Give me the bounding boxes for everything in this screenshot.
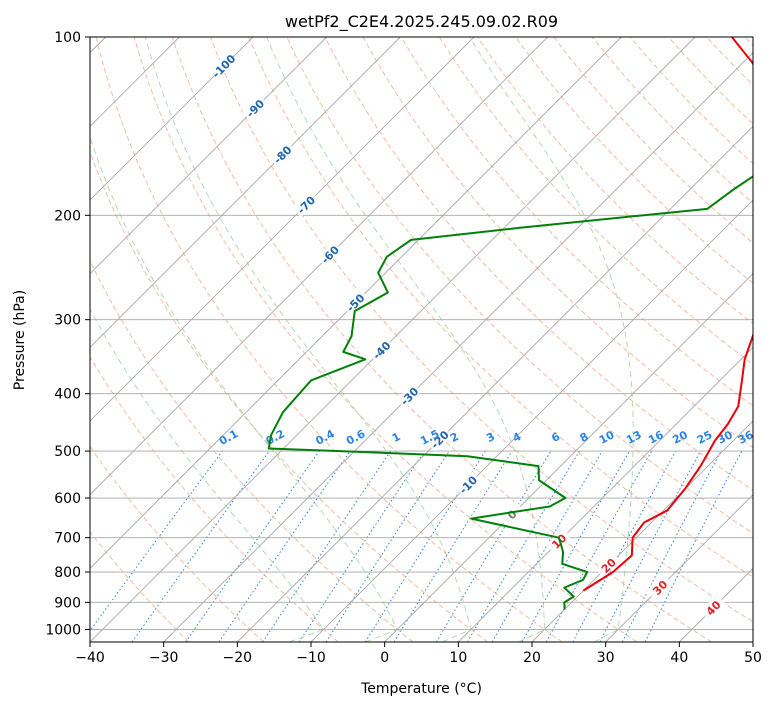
- mixing-ratio-line: [90, 450, 223, 632]
- mixing-ratio-line: [185, 450, 320, 642]
- isotherm-label-background: [342, 289, 368, 315]
- isotherm-line: [90, 37, 401, 348]
- isotherm-label-background: [498, 501, 525, 527]
- moist-adiabat: [266, 37, 546, 642]
- dry-adiabat: [439, 37, 753, 365]
- dry-adiabat: [95, 37, 563, 642]
- mixing-ratio-label: 20: [670, 428, 690, 447]
- isotherm-line: [384, 273, 753, 642]
- x-tick-label: −20: [223, 650, 253, 666]
- isotherm-line: [605, 494, 753, 642]
- moist-adiabat: [90, 135, 398, 642]
- moist-adiabats: [90, 37, 634, 642]
- isotherm-label-background: [595, 552, 621, 578]
- mixing-ratio-label: 25: [695, 428, 715, 447]
- dry-adiabat: [553, 37, 753, 244]
- y-tick-label: 800: [54, 565, 81, 581]
- isotherm-line: [90, 37, 327, 275]
- mixing-ratio-line: [467, 450, 580, 642]
- isotherm-label-background: [454, 471, 481, 497]
- y-tick-label: 500: [54, 444, 81, 460]
- mixing-ratio-line: [521, 450, 630, 642]
- y-tick-label: 900: [54, 595, 81, 611]
- dry-adiabat: [133, 37, 638, 642]
- isotherm-line: [90, 37, 548, 496]
- plot-area: -100-90-80-70-60-50-40-30-20-10010203040…: [90, 37, 756, 642]
- y-tick-label: 200: [54, 208, 81, 224]
- x-tick-label: 40: [670, 650, 688, 666]
- mixing-ratio-line: [491, 450, 603, 642]
- profiles: [267, 37, 753, 610]
- mixing-ratio-label: 36: [736, 428, 756, 447]
- isotherm-line: [90, 37, 696, 642]
- y-axis: 100 200 300 400 500 600 700 800 900 1000: [45, 30, 90, 638]
- isotherm-line: [237, 125, 753, 642]
- dry-adiabat: [248, 37, 753, 578]
- dry-adiabat: [90, 259, 414, 642]
- mixing-ratio-line: [393, 450, 513, 642]
- isotherm-line: [90, 37, 254, 201]
- dry-adiabats: [90, 37, 753, 642]
- isotherm-line: [310, 199, 753, 642]
- x-tick-label: −40: [75, 650, 105, 666]
- moist-adiabat: [144, 37, 472, 642]
- x-axis-label: Temperature (°C): [360, 681, 482, 697]
- chart-title: wetPf2_C2E4.2025.245.09.02.R09: [285, 12, 558, 32]
- isotherm-label-background: [699, 594, 726, 620]
- isotherm-line: [90, 37, 622, 569]
- x-tick-label: 30: [597, 650, 615, 666]
- x-tick-label: 20: [523, 650, 541, 666]
- temperature-profile: [582, 37, 753, 592]
- mixing-ratio-label: 10: [597, 428, 617, 447]
- dry-adiabat: [90, 150, 488, 642]
- y-tick-label: 400: [54, 387, 81, 403]
- x-tick-label: −30: [149, 650, 179, 666]
- isotherm-label-background: [269, 141, 295, 167]
- mixing-ratio-line: [218, 450, 351, 642]
- isotherm-label-background: [210, 52, 236, 79]
- y-tick-label: 600: [54, 491, 81, 507]
- x-tick-label: 50: [744, 650, 762, 666]
- x-tick-label: 0: [380, 650, 389, 666]
- x-tick-label: −10: [296, 650, 326, 666]
- isotherm-line: [90, 37, 475, 422]
- dewpoint-profile: [267, 175, 753, 610]
- dry-adiabat: [90, 531, 190, 642]
- isotherm-label-background: [241, 94, 268, 121]
- dry-adiabat: [591, 37, 753, 204]
- plot-frame: [89, 36, 754, 643]
- x-tick-label: 10: [449, 650, 467, 666]
- pressure-gridlines: [90, 37, 753, 630]
- dry-adiabat: [286, 37, 753, 534]
- isotherm-label-background: [646, 574, 673, 600]
- moist-adiabat: [90, 308, 325, 642]
- mixing-ratio-line: [435, 450, 552, 642]
- mixing-ratio-label: 16: [646, 428, 666, 447]
- mixing-ratio-line: [131, 450, 270, 642]
- dry-adiabat: [90, 356, 339, 642]
- dry-adiabat: [324, 37, 753, 491]
- y-tick-label: 100: [54, 30, 81, 46]
- isotherm-label-background: [545, 527, 572, 554]
- x-axis: −40 −30 −20 −10 0 10 20 30 40 50: [75, 642, 762, 666]
- mixing-ratio-labels: 0.1 0.2 0.4 0.6 1 1.5 2 3 4 6 8 10 13 16 20 25 30 36: [217, 427, 756, 448]
- y-tick-label: 1000: [45, 622, 81, 638]
- y-axis-label: Pressure (hPa): [12, 290, 28, 390]
- y-tick-label: 700: [54, 531, 81, 547]
- dry-adiabat: [477, 37, 753, 325]
- isotherm-label-background: [316, 241, 343, 267]
- y-tick-label: 300: [54, 313, 81, 329]
- isotherm-label-background: [426, 426, 452, 452]
- isotherm-label-background: [396, 382, 422, 409]
- mixing-ratio-label: 13: [624, 428, 644, 447]
- isotherm-line: [163, 52, 753, 642]
- dry-adiabat: [400, 37, 753, 407]
- mixing-ratio-line: [325, 450, 450, 642]
- isotherm-label-background: [368, 336, 394, 363]
- mixing-ratio-line: [572, 450, 677, 642]
- isotherm-label-background: [292, 191, 319, 217]
- mixing-ratio-line: [364, 450, 486, 642]
